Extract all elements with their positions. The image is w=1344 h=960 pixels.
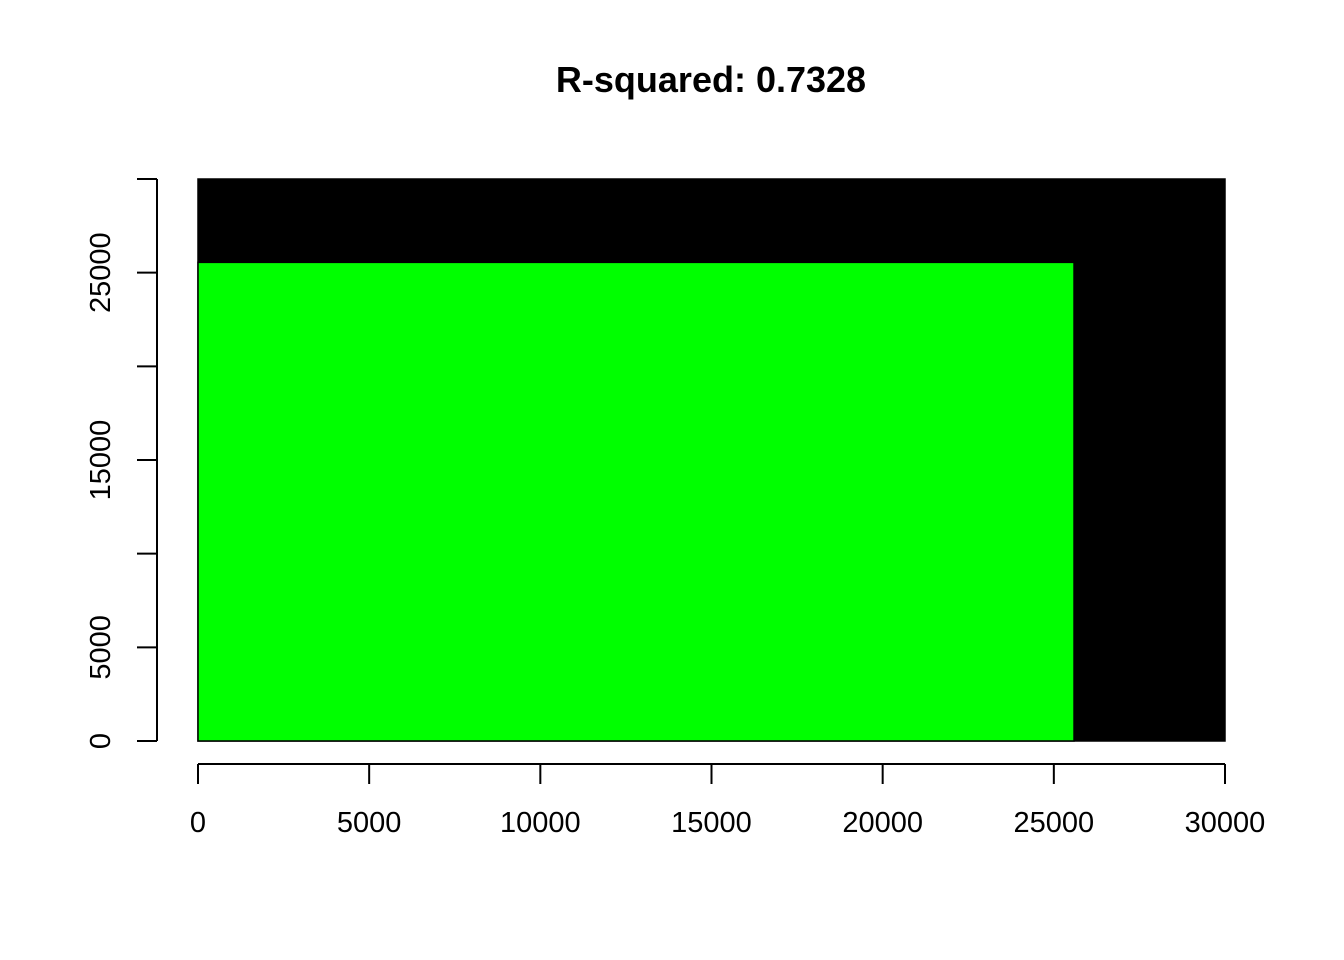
- y-tick-label: 5000: [85, 615, 117, 680]
- plot-area: [197, 178, 1226, 742]
- x-axis: 0 5000 10000 15000 20000 25000 30000: [190, 763, 1266, 839]
- series-region-2: [197, 261, 1075, 742]
- x-tick-label: 30000: [1185, 807, 1266, 839]
- x-tick-label: 25000: [1014, 807, 1095, 839]
- x-tick-label: 10000: [500, 807, 581, 839]
- y-tick-label: 25000: [85, 232, 117, 313]
- x-tick-label: 20000: [842, 807, 923, 839]
- x-tick-label: 15000: [671, 807, 752, 839]
- y-tick-label: 0: [85, 733, 117, 749]
- x-tick-label: 5000: [337, 807, 402, 839]
- chart-title: R-squared: 0.7328: [556, 59, 866, 100]
- x-tick-label: 0: [190, 807, 206, 839]
- y-axis: 0 5000 15000 25000: [85, 178, 158, 749]
- y-tick-label: 15000: [85, 420, 117, 501]
